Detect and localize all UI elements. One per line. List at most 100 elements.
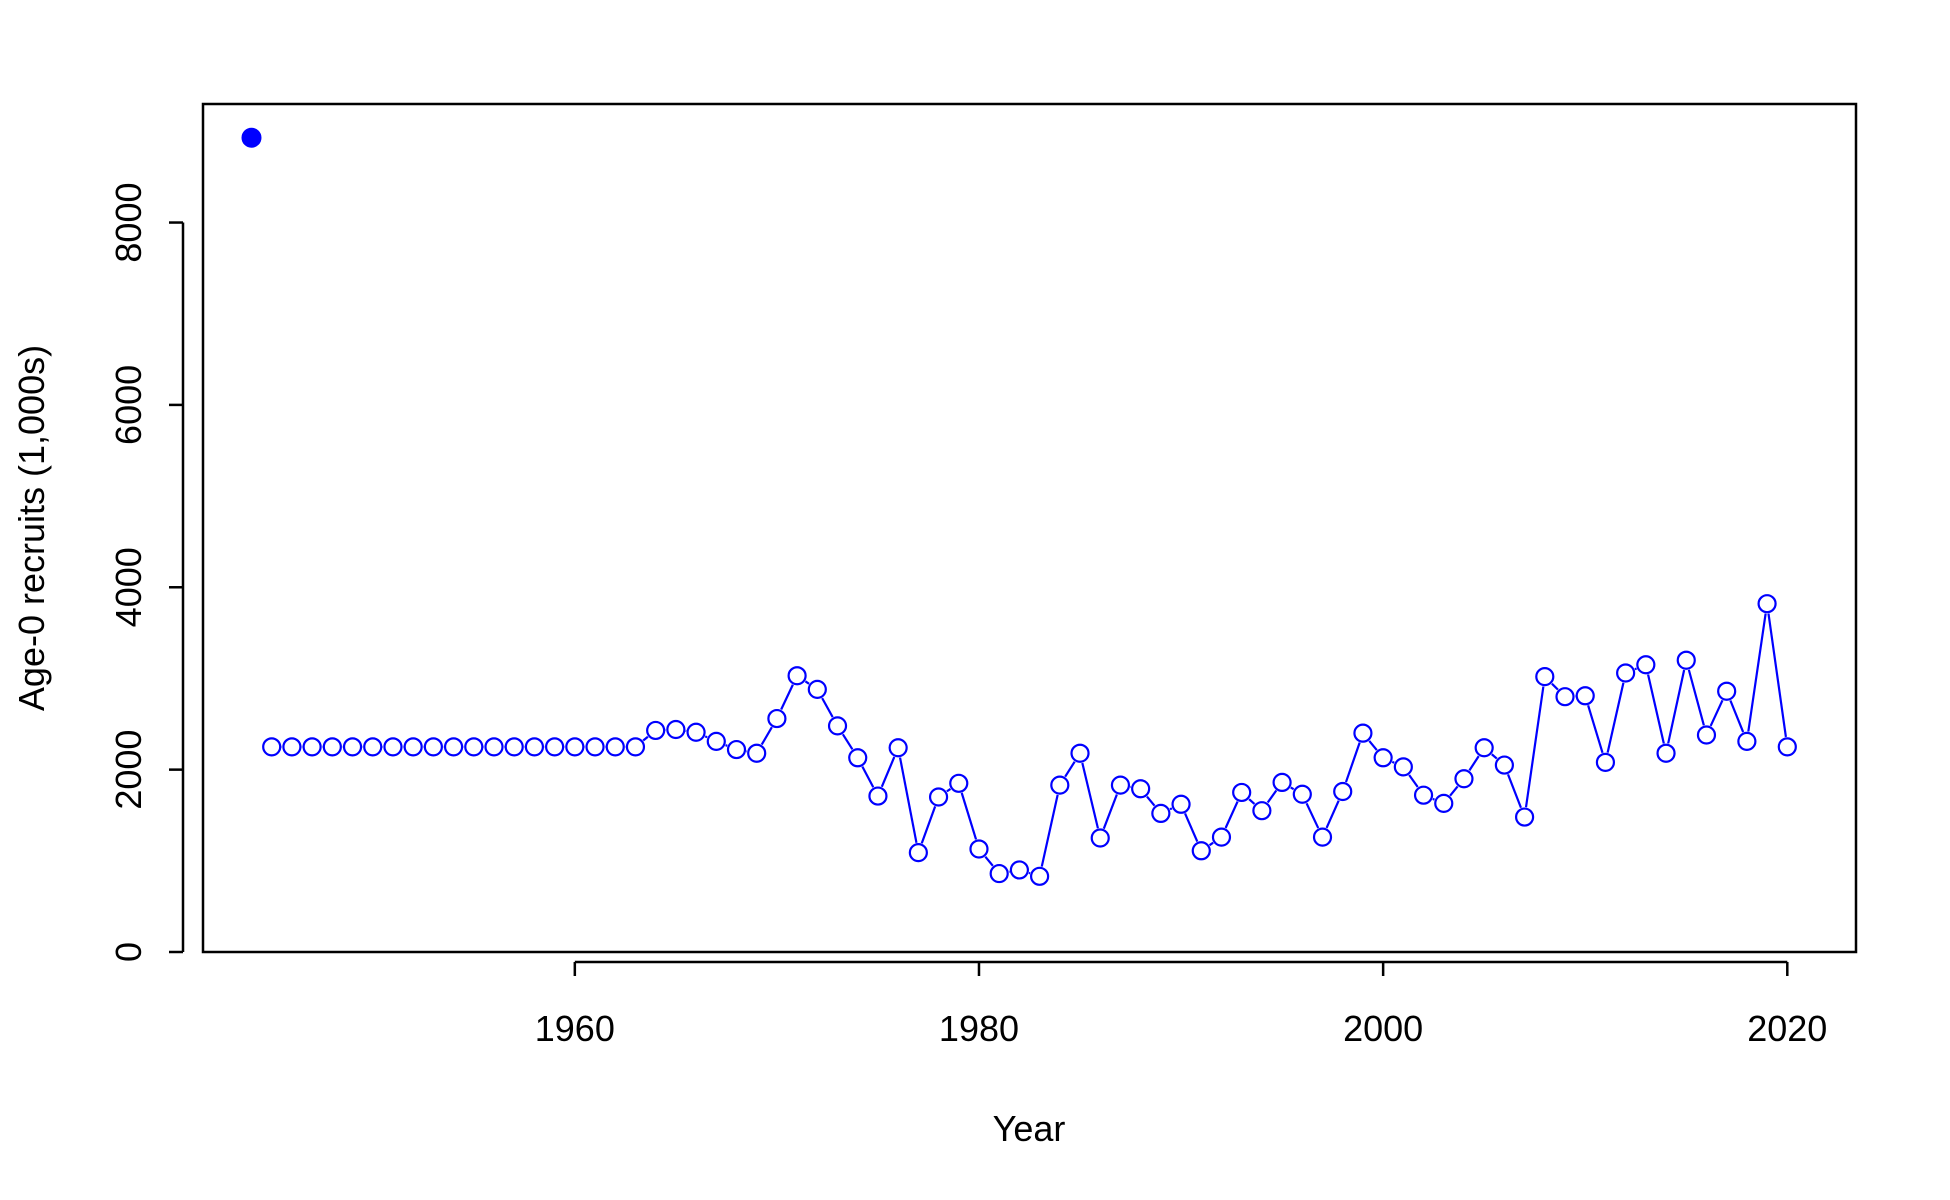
data-point-1998 bbox=[1333, 781, 1353, 802]
data-point-1956 bbox=[484, 737, 504, 757]
x-axis-label: Year bbox=[993, 1108, 1066, 1149]
series-segment bbox=[1687, 669, 1705, 726]
data-point-1999 bbox=[1353, 723, 1373, 743]
data-point-1949 bbox=[342, 737, 363, 757]
data-point-2009 bbox=[1555, 687, 1575, 707]
data-point-2016 bbox=[1696, 725, 1717, 745]
series-segment bbox=[1667, 669, 1686, 744]
plot-frame bbox=[201, 102, 1858, 954]
y-tick-label-8000: 8000 bbox=[108, 182, 149, 262]
series-segment bbox=[1391, 760, 1395, 764]
series-segment bbox=[1224, 801, 1239, 829]
series-segment bbox=[984, 855, 994, 867]
series-segment bbox=[841, 733, 854, 750]
x-axis: 1960 1980 2000 2020 bbox=[535, 960, 1827, 1049]
data-point-1997 bbox=[1312, 827, 1333, 847]
data-point-1992 bbox=[1211, 827, 1232, 847]
data-point-1970 bbox=[767, 708, 787, 729]
data-point-1978 bbox=[928, 787, 949, 807]
data-point-1961 bbox=[585, 737, 605, 757]
series-layer bbox=[241, 127, 1797, 886]
data-point-2006 bbox=[1494, 755, 1514, 775]
series-segment bbox=[1646, 674, 1665, 744]
series-segment bbox=[1040, 794, 1059, 867]
data-point-1946 bbox=[282, 737, 302, 757]
series-segment bbox=[1208, 841, 1214, 847]
data-point-2003 bbox=[1434, 793, 1454, 813]
data-point-1948 bbox=[322, 737, 342, 757]
y-axis: 0 2000 4000 6000 8000 bbox=[108, 182, 185, 962]
data-point-1984 bbox=[1050, 775, 1070, 795]
data-point-1958 bbox=[524, 737, 545, 757]
data-point-1954 bbox=[443, 737, 464, 757]
data-point-1966 bbox=[686, 722, 706, 742]
data-point-1971 bbox=[787, 666, 807, 686]
series-segment bbox=[1184, 813, 1199, 843]
data-point-1965 bbox=[666, 719, 686, 740]
data-point-1985 bbox=[1070, 743, 1090, 763]
data-point-1991 bbox=[1191, 841, 1211, 861]
series-segment bbox=[1408, 774, 1419, 788]
x-tick-label-2020: 2020 bbox=[1747, 1008, 1827, 1049]
x-tick-label-2000: 2000 bbox=[1343, 1008, 1423, 1049]
series-segment bbox=[1248, 798, 1256, 805]
data-point-2010 bbox=[1575, 686, 1595, 706]
data-point-1975 bbox=[868, 786, 888, 806]
series-segment bbox=[1432, 797, 1435, 801]
data-point-1987 bbox=[1110, 775, 1131, 795]
data-point-2012 bbox=[1616, 663, 1636, 683]
data-point-1981 bbox=[989, 863, 1009, 884]
series-segment bbox=[1146, 795, 1156, 807]
data-point-1947 bbox=[302, 737, 322, 757]
data-point-1990 bbox=[1171, 794, 1191, 814]
series-segment bbox=[946, 788, 952, 793]
data-point-1953 bbox=[423, 737, 443, 757]
series-segment bbox=[880, 756, 896, 788]
series-segment bbox=[1344, 742, 1361, 783]
data-point-2005 bbox=[1474, 738, 1494, 758]
series-segment bbox=[1767, 613, 1787, 738]
series-segment bbox=[861, 766, 875, 788]
series-segment bbox=[821, 697, 834, 718]
data-point-1960 bbox=[565, 737, 585, 757]
series-segment bbox=[1747, 613, 1767, 732]
data-point-2018 bbox=[1737, 731, 1757, 751]
data-point-1979 bbox=[949, 773, 969, 793]
data-point-1972 bbox=[807, 679, 827, 699]
y-tick-label-4000: 4000 bbox=[108, 547, 149, 627]
series-segment bbox=[1634, 667, 1637, 671]
data-point-2017 bbox=[1717, 681, 1737, 701]
data-point-1964 bbox=[646, 720, 666, 741]
series-segment bbox=[1266, 789, 1278, 804]
data-point-2001 bbox=[1393, 757, 1413, 777]
data-point-1955 bbox=[464, 737, 484, 757]
data-point-1968 bbox=[726, 739, 747, 760]
data-point-2004 bbox=[1454, 769, 1474, 789]
series-segment bbox=[1325, 800, 1340, 829]
y-tick-label-2000: 2000 bbox=[108, 730, 149, 810]
series-segment bbox=[1449, 785, 1459, 797]
x-tick-label-1980: 1980 bbox=[939, 1008, 1019, 1049]
data-point-1974 bbox=[848, 748, 868, 768]
series-segment bbox=[1524, 686, 1545, 808]
series-segment bbox=[1587, 705, 1604, 754]
x-tick-label-1960: 1960 bbox=[535, 1008, 615, 1049]
data-point-1996 bbox=[1292, 784, 1312, 804]
virgin-recruitment-point bbox=[241, 127, 262, 148]
data-point-1952 bbox=[403, 737, 423, 757]
series-segment bbox=[920, 806, 937, 844]
data-point-2015 bbox=[1676, 650, 1696, 670]
series-segment bbox=[1468, 755, 1480, 771]
data-point-2011 bbox=[1595, 752, 1616, 772]
series-segment bbox=[804, 680, 810, 685]
data-point-2007 bbox=[1514, 807, 1535, 827]
data-point-1962 bbox=[605, 737, 625, 757]
data-point-2008 bbox=[1535, 667, 1555, 687]
series-segment bbox=[725, 744, 728, 747]
series-segment bbox=[1290, 786, 1295, 791]
data-point-1950 bbox=[363, 737, 383, 757]
data-point-1969 bbox=[747, 743, 767, 763]
data-point-2019 bbox=[1757, 594, 1777, 614]
y-tick-label-6000: 6000 bbox=[108, 365, 149, 445]
